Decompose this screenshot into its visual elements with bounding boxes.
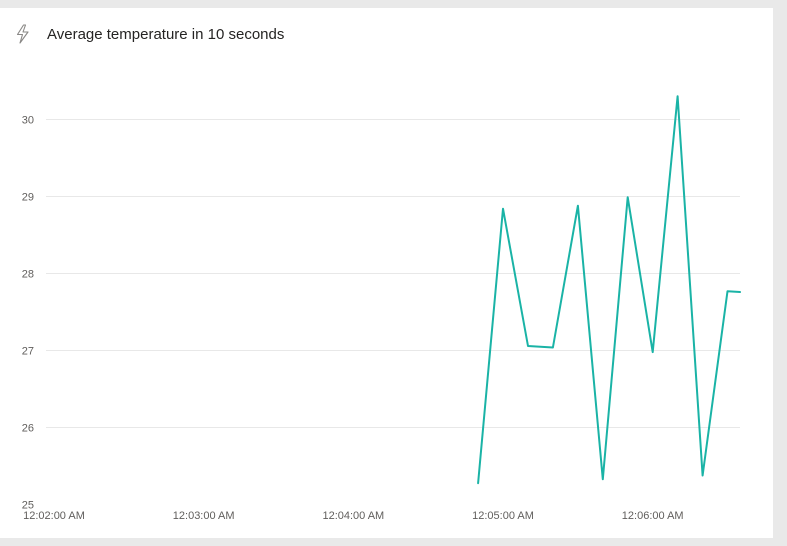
y-tick-label: 27 xyxy=(22,346,34,358)
x-tick-label: 12:06:00 AM xyxy=(622,510,684,522)
series-line xyxy=(477,95,741,485)
y-tick-label: 25 xyxy=(22,500,34,512)
x-tick-label: 12:02:00 AM xyxy=(23,510,85,522)
chart-title: Average temperature in 10 seconds xyxy=(47,25,285,43)
y-tick-label: 30 xyxy=(22,115,34,127)
y-tick-label: 26 xyxy=(22,423,34,435)
y-tick-label: 29 xyxy=(22,192,34,204)
x-tick-label: 12:04:00 AM xyxy=(322,510,384,522)
x-tick-label: 12:05:00 AM xyxy=(472,510,534,522)
lightning-bolt-icon xyxy=(14,24,32,44)
card-header: Average temperature in 10 seconds xyxy=(14,22,284,46)
x-tick-label: 12:03:00 AM xyxy=(173,510,235,522)
y-tick-label: 28 xyxy=(22,269,34,281)
